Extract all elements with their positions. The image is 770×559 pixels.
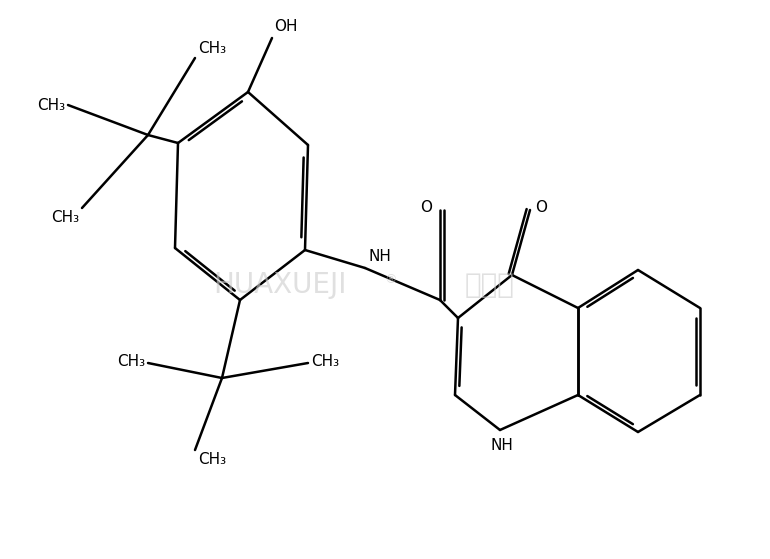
Text: ®: ®: [383, 273, 397, 287]
Text: CH₃: CH₃: [51, 210, 79, 225]
Text: CH₃: CH₃: [198, 41, 226, 56]
Text: CH₃: CH₃: [311, 353, 339, 368]
Text: O: O: [420, 201, 432, 216]
Text: NH: NH: [369, 249, 392, 264]
Text: CH₃: CH₃: [117, 353, 145, 368]
Text: NH: NH: [490, 438, 514, 453]
Text: OH: OH: [274, 19, 297, 34]
Text: O: O: [535, 201, 547, 216]
Text: CH₃: CH₃: [198, 452, 226, 467]
Text: 化学加: 化学加: [465, 271, 515, 299]
Text: CH₃: CH₃: [37, 97, 65, 112]
Text: HUAXUEJI: HUAXUEJI: [213, 271, 346, 299]
